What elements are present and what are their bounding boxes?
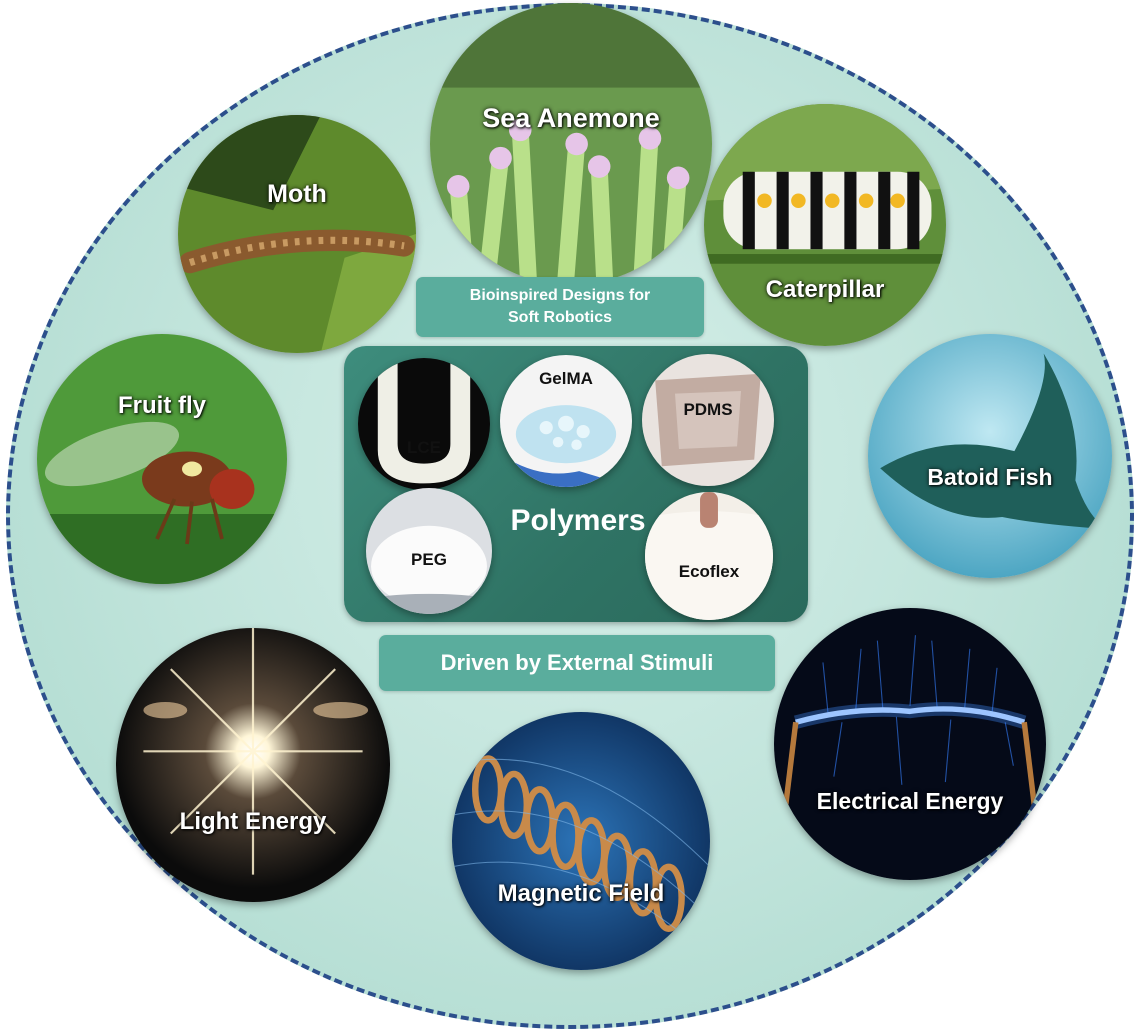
caterpillar-image: Caterpillar [704,104,946,346]
magnetic-field-label: Magnetic Field [497,880,665,907]
pdms-label: PDMS [683,400,733,419]
gelma-image: GelMA [500,355,632,487]
bioinspired-banner-line1: Bioinspired Designs for [469,287,651,304]
peg-label: PEG [411,550,447,569]
electrical-energy-image: Electrical Energy [774,608,1046,880]
magnetic-field-image: Magnetic Field [452,712,710,970]
external-stimuli-banner: Driven by External Stimuli [379,635,775,691]
fruit-fly-image: Fruit fly [37,334,287,584]
ecoflex-image: Ecoflex [645,492,773,620]
batoid-fish-image: Batoid Fish [868,334,1112,578]
bioinspired-banner-line2: Soft Robotics [508,309,612,326]
electrical-energy-label: Electrical Energy [816,788,1004,814]
moth-image: Moth [178,115,416,353]
gelma-label: GelMA [539,369,593,388]
light-energy-label: Light Energy [179,808,327,835]
pdms-image: PDMS [642,354,774,486]
sea-anemone-image: Sea Anemone [430,3,712,285]
fruit-fly-label: Fruit fly [118,392,206,419]
peg-image: PEG [366,488,492,614]
ecoflex-label: Ecoflex [678,562,740,581]
polymers-title: Polymers [510,504,646,537]
lce-label: LCE [407,438,441,457]
moth-label: Moth [267,180,327,208]
bioinspired-designs-banner: Bioinspired Designs for Soft Robotics [416,277,704,337]
light-energy-image: Light Energy [116,628,390,902]
caterpillar-label: Caterpillar [765,276,885,303]
batoid-fish-label: Batoid Fish [927,464,1053,490]
lce-image: LCE [358,358,490,490]
sea-anemone-label: Sea Anemone [482,103,660,133]
